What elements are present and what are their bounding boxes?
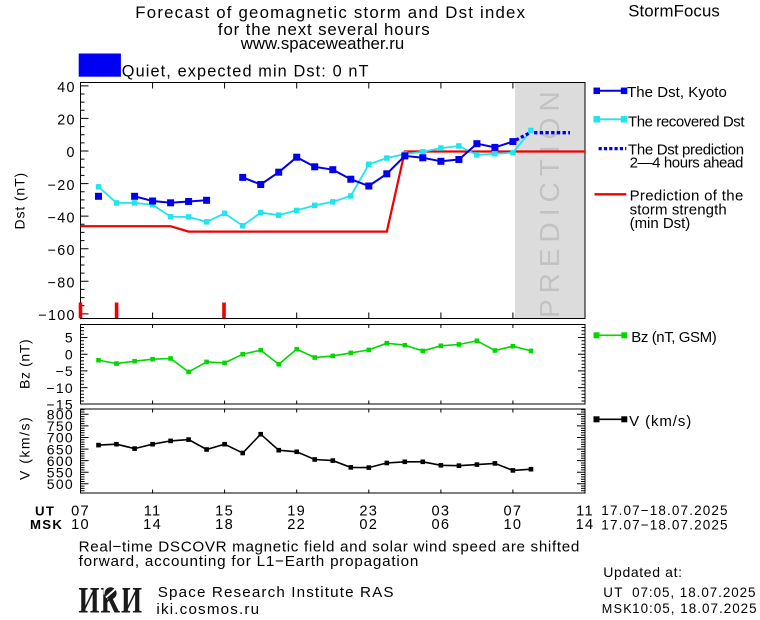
svg-text:700: 700 [47, 430, 74, 446]
svg-text:19: 19 [287, 504, 306, 520]
svg-text:−5: −5 [55, 363, 74, 379]
svg-text:14: 14 [576, 517, 595, 533]
svg-text:The Dst prediction: The Dst prediction [628, 141, 745, 158]
svg-text:07: 07 [503, 504, 522, 520]
svg-text:iki.cosmos.ru: iki.cosmos.ru [156, 601, 260, 618]
svg-text:06: 06 [431, 517, 450, 533]
svg-text:Quiet, expected min Dst: 0 nT: Quiet, expected min Dst: 0 nT [122, 63, 370, 81]
svg-text:07: 07 [71, 504, 90, 520]
svg-text:15: 15 [215, 504, 234, 520]
svg-text:−80: −80 [48, 276, 76, 292]
svg-text:Space Research Institute RAS: Space Research Institute RAS [158, 584, 395, 601]
svg-text:17.07−18.07.2025: 17.07−18.07.2025 [601, 503, 729, 518]
svg-text:V (km/s): V (km/s) [629, 413, 693, 430]
svg-text:0: 0 [67, 145, 76, 161]
svg-text:03: 03 [431, 504, 450, 520]
svg-text:17.07−18.07.2025: 17.07−18.07.2025 [601, 518, 729, 533]
svg-text:5: 5 [65, 330, 74, 346]
svg-text:550: 550 [47, 464, 74, 480]
svg-text:Bz (nT): Bz (nT) [17, 338, 33, 389]
svg-text:07:05, 18.07.2025: 07:05, 18.07.2025 [632, 585, 757, 600]
svg-text:−15: −15 [46, 397, 74, 413]
svg-text:10: 10 [503, 517, 522, 533]
svg-text:−40: −40 [48, 210, 76, 226]
svg-text:40: 40 [57, 80, 76, 96]
svg-text:MSK: MSK [30, 517, 63, 532]
svg-text:650: 650 [47, 441, 74, 457]
svg-text:forward, accounting for L1−Ear: forward, accounting for L1−Earth propaga… [79, 553, 420, 570]
svg-text:11: 11 [144, 504, 162, 520]
svg-text:Dst (nT): Dst (nT) [12, 172, 28, 230]
svg-text:www.spaceweather.ru: www.spaceweather.ru [240, 34, 406, 53]
svg-text:V (km/s): V (km/s) [17, 416, 33, 480]
svg-text:750: 750 [47, 418, 74, 434]
svg-text:The recovered Dst: The recovered Dst [628, 113, 746, 130]
svg-text:600: 600 [47, 453, 74, 469]
svg-text:Real−time DSCOVR magnetic fiel: Real−time DSCOVR magnetic field and sola… [79, 539, 581, 556]
svg-text:23: 23 [359, 504, 378, 520]
svg-text:20: 20 [57, 113, 76, 129]
svg-text:for the next several hours: for the next several hours [218, 20, 431, 39]
svg-text:02: 02 [359, 517, 378, 533]
svg-text:storm strength: storm strength [630, 201, 728, 218]
svg-text:Prediction of the: Prediction of the [630, 187, 745, 204]
svg-text:500: 500 [47, 476, 74, 492]
svg-text:UT: UT [603, 585, 623, 600]
svg-text:18: 18 [215, 517, 234, 533]
svg-text:UT: UT [35, 503, 55, 518]
svg-text:−60: −60 [48, 243, 76, 259]
svg-text:2—4 hours ahead: 2—4 hours ahead [630, 155, 745, 172]
svg-text:−100: −100 [38, 308, 75, 324]
svg-text:The Dst, Kyoto: The Dst, Kyoto [627, 84, 728, 101]
svg-text:11: 11 [576, 504, 594, 520]
svg-text:(min Dst): (min Dst) [630, 215, 692, 232]
svg-text:Bz (nT, GSM): Bz (nT, GSM) [631, 329, 718, 346]
svg-text:Forecast of geomagnetic storm: Forecast of geomagnetic storm and Dst in… [135, 3, 526, 22]
svg-text:Updated at:: Updated at: [603, 564, 683, 580]
svg-text:−20: −20 [48, 178, 76, 194]
svg-text:−10: −10 [46, 380, 74, 396]
svg-text:800: 800 [47, 407, 74, 423]
svg-text:10:05, 18.07.2025: 10:05, 18.07.2025 [632, 601, 758, 616]
svg-text:0: 0 [65, 346, 74, 362]
svg-text:22: 22 [287, 517, 306, 533]
svg-text:10: 10 [71, 517, 90, 533]
svg-text:StormFocus: StormFocus [628, 2, 721, 21]
svg-text:MSK: MSK [602, 602, 633, 616]
svg-text:14: 14 [143, 517, 162, 533]
